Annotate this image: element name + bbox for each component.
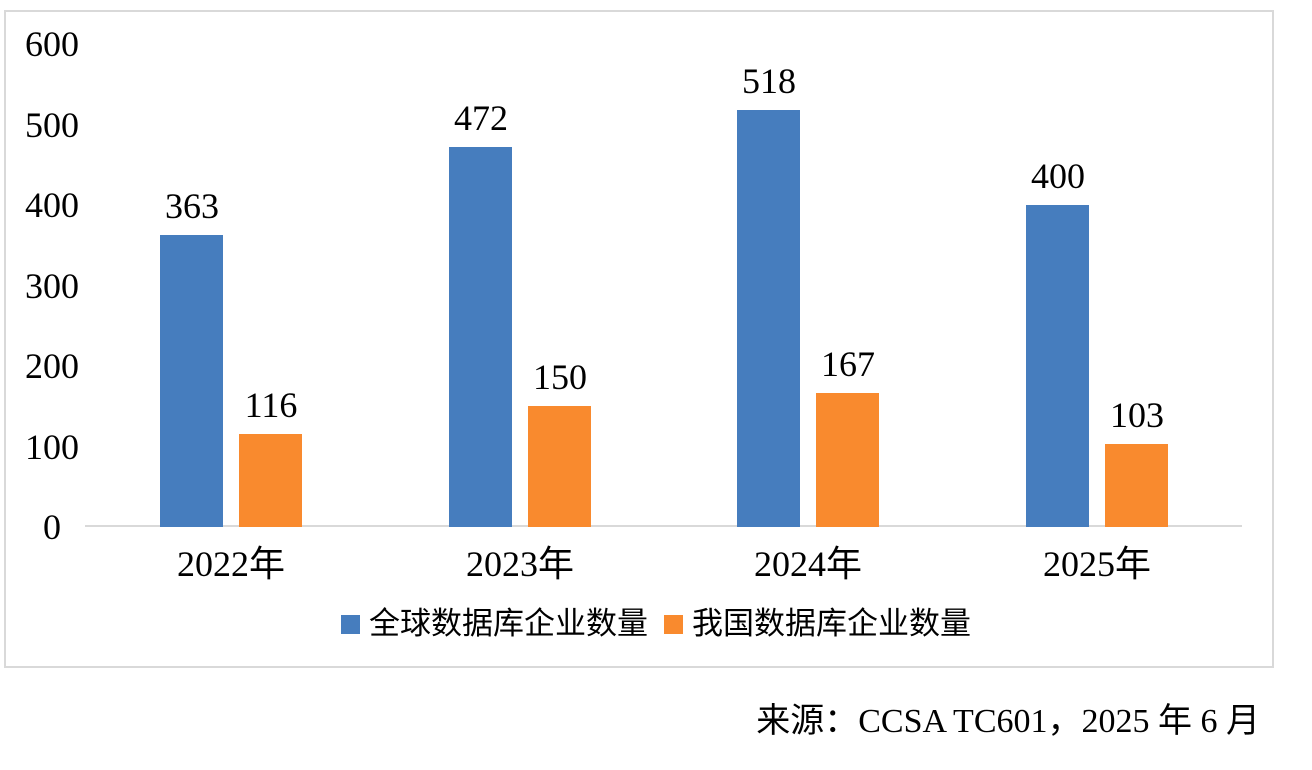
legend-item: 我国数据库企业数量 — [664, 606, 971, 642]
y-tick-label: 500 — [25, 105, 79, 145]
bar-value-label: 400 — [1031, 156, 1085, 196]
bar-value-label: 363 — [165, 186, 219, 226]
x-category-label: 2022年 — [176, 544, 285, 584]
y-tick-label: 300 — [25, 266, 79, 306]
y-tick-label: 200 — [25, 346, 79, 386]
legend-swatch-icon — [341, 614, 360, 634]
bar-value-label: 472 — [454, 98, 508, 138]
x-category-label: 2024年 — [753, 544, 862, 584]
bar-value-label: 167 — [821, 344, 875, 384]
bar-series2 — [1105, 444, 1168, 527]
y-tick-label: 600 — [25, 24, 79, 64]
legend-label: 我国数据库企业数量 — [692, 606, 971, 641]
legend-label: 全球数据库企业数量 — [369, 606, 648, 641]
bar-value-label: 150 — [533, 357, 587, 397]
x-category-label: 2025年 — [1042, 544, 1151, 584]
bar-value-label: 116 — [244, 385, 298, 425]
bar-series2 — [528, 406, 591, 527]
source-note: 来源：CCSA TC601，2025 年 6 月 — [756, 703, 1260, 740]
x-category-label: 2023年 — [465, 544, 574, 584]
legend: 全球数据库企业数量 我国数据库企业数量 — [0, 606, 1312, 642]
y-tick-label: 0 — [43, 507, 61, 547]
bar-series1 — [449, 147, 512, 527]
bar-series1 — [737, 110, 800, 527]
legend-item: 全球数据库企业数量 — [341, 606, 648, 642]
bar-series2 — [239, 434, 302, 527]
bar-series2 — [816, 393, 879, 527]
y-tick-label: 100 — [25, 427, 79, 467]
y-tick-label: 400 — [25, 185, 79, 225]
x-axis-line — [85, 525, 1242, 527]
bar-series1 — [160, 235, 223, 527]
bar-value-label: 518 — [742, 61, 796, 101]
legend-swatch-icon — [664, 614, 683, 634]
bar-value-label: 103 — [1110, 395, 1164, 435]
bar-series1 — [1026, 205, 1089, 527]
